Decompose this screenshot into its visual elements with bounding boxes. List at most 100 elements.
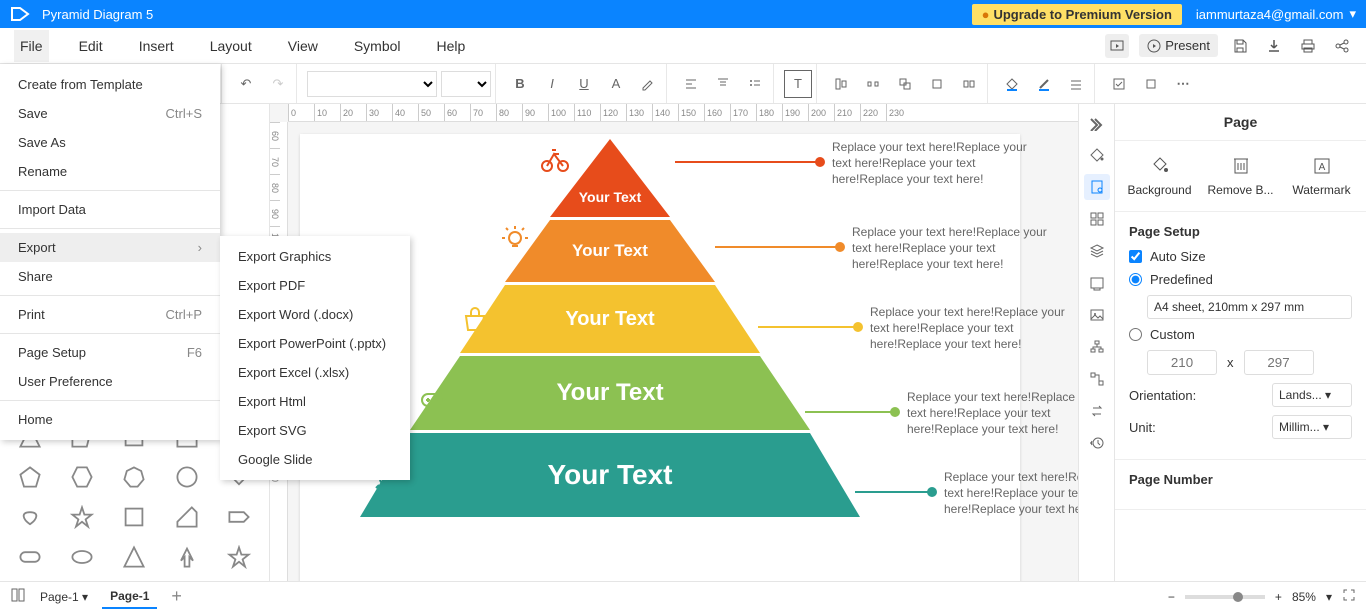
upgrade-button[interactable]: ●Upgrade to Premium Version bbox=[972, 4, 1182, 25]
menu-save-as[interactable]: Save As bbox=[0, 128, 220, 157]
callout-text[interactable]: Replace your text here!Replace your text… bbox=[852, 224, 1062, 273]
pyramid-slice[interactable]: Your Text bbox=[410, 356, 810, 430]
font-family-select[interactable] bbox=[307, 71, 437, 97]
predefined-radio[interactable] bbox=[1129, 273, 1142, 286]
zoom-in-icon[interactable]: + bbox=[1275, 590, 1282, 604]
line-color-icon[interactable] bbox=[1030, 70, 1058, 98]
line-style-icon[interactable] bbox=[1062, 70, 1090, 98]
menu-export[interactable]: Export bbox=[0, 233, 220, 262]
layers-icon[interactable] bbox=[1084, 238, 1110, 264]
menu-layout[interactable]: Layout bbox=[204, 30, 258, 62]
menu-insert[interactable]: Insert bbox=[133, 30, 180, 62]
callout-text[interactable]: Replace your text here!Replace your text… bbox=[944, 469, 1078, 518]
shape-thumb[interactable] bbox=[6, 459, 54, 495]
same-size-icon[interactable] bbox=[955, 70, 983, 98]
pages-icon[interactable] bbox=[10, 587, 26, 606]
download-icon[interactable] bbox=[1262, 34, 1286, 58]
menu-file[interactable]: File bbox=[14, 30, 49, 62]
shape-thumb[interactable] bbox=[58, 499, 106, 535]
shape-thumb[interactable] bbox=[58, 539, 106, 575]
align-objects-icon[interactable] bbox=[827, 70, 855, 98]
remove-bg-action[interactable]: Remove B... bbox=[1205, 155, 1277, 197]
menu-create-template[interactable]: Create from Template bbox=[0, 70, 220, 99]
pyramid-slice[interactable]: Your Text bbox=[505, 220, 715, 282]
export-graphics[interactable]: Export Graphics bbox=[220, 242, 410, 271]
save-icon[interactable] bbox=[1228, 34, 1252, 58]
layer-icon[interactable] bbox=[923, 70, 951, 98]
align-top-icon[interactable] bbox=[709, 70, 737, 98]
callout-text[interactable]: Replace your text here!Replace your text… bbox=[907, 389, 1078, 438]
text-tool-icon[interactable]: T bbox=[784, 70, 812, 98]
add-page-icon[interactable]: + bbox=[171, 586, 182, 607]
shape-thumb[interactable] bbox=[110, 539, 158, 575]
font-size-select[interactable] bbox=[441, 71, 491, 97]
shape-thumb[interactable] bbox=[215, 499, 263, 535]
underline-icon[interactable]: U bbox=[570, 70, 598, 98]
present-button[interactable]: Present bbox=[1139, 34, 1218, 57]
page-select[interactable]: Page-1 ▾ bbox=[40, 590, 88, 604]
slideshow-icon[interactable] bbox=[1105, 34, 1129, 58]
redo-icon[interactable]: ↷ bbox=[264, 70, 292, 98]
shape-thumb[interactable] bbox=[163, 499, 211, 535]
export-svg[interactable]: Export SVG bbox=[220, 416, 410, 445]
callout-text[interactable]: Replace your text here!Replace your text… bbox=[870, 304, 1078, 353]
distribute-icon[interactable] bbox=[859, 70, 887, 98]
pyramid-slice[interactable]: Your Text bbox=[360, 433, 860, 517]
menu-user-pref[interactable]: User Preference bbox=[0, 367, 220, 396]
fit-icon[interactable] bbox=[1084, 270, 1110, 296]
width-input[interactable] bbox=[1147, 350, 1217, 375]
menu-import[interactable]: Import Data bbox=[0, 195, 220, 224]
callout-text[interactable]: Replace your text here!Replace your text… bbox=[832, 139, 1042, 188]
align-left-icon[interactable] bbox=[677, 70, 705, 98]
crop-icon[interactable] bbox=[1137, 70, 1165, 98]
export-pdf[interactable]: Export PDF bbox=[220, 271, 410, 300]
shape-thumb[interactable] bbox=[58, 459, 106, 495]
italic-icon[interactable]: I bbox=[538, 70, 566, 98]
fullscreen-icon[interactable] bbox=[1342, 588, 1356, 605]
zoom-slider[interactable] bbox=[1185, 595, 1265, 599]
connector-icon[interactable] bbox=[1084, 366, 1110, 392]
menu-view[interactable]: View bbox=[282, 30, 324, 62]
pyramid-slice[interactable]: Your Text bbox=[460, 285, 760, 353]
undo-icon[interactable]: ↶ bbox=[232, 70, 260, 98]
menu-edit[interactable]: Edit bbox=[73, 30, 109, 62]
account-menu[interactable]: iammurtaza4@gmail.com▾ bbox=[1196, 6, 1356, 22]
menu-help[interactable]: Help bbox=[431, 30, 472, 62]
export-gslide[interactable]: Google Slide bbox=[220, 445, 410, 474]
menu-symbol[interactable]: Symbol bbox=[348, 30, 407, 62]
shape-thumb[interactable] bbox=[6, 539, 54, 575]
grid-icon[interactable] bbox=[1084, 206, 1110, 232]
unit-select[interactable]: Millim... ▾ bbox=[1272, 415, 1352, 439]
menu-share[interactable]: Share bbox=[0, 262, 220, 291]
shape-thumb[interactable] bbox=[163, 539, 211, 575]
menu-rename[interactable]: Rename bbox=[0, 157, 220, 186]
org-icon[interactable] bbox=[1084, 334, 1110, 360]
font-color-icon[interactable]: A bbox=[602, 70, 630, 98]
export-excel[interactable]: Export Excel (.xlsx) bbox=[220, 358, 410, 387]
shape-thumb[interactable] bbox=[110, 499, 158, 535]
bullets-icon[interactable] bbox=[741, 70, 769, 98]
shape-thumb[interactable] bbox=[110, 459, 158, 495]
page-icon[interactable] bbox=[1084, 174, 1110, 200]
group-icon[interactable] bbox=[891, 70, 919, 98]
swap-icon[interactable] bbox=[1084, 398, 1110, 424]
export-ppt[interactable]: Export PowerPoint (.pptx) bbox=[220, 329, 410, 358]
print-icon[interactable] bbox=[1296, 34, 1320, 58]
image-icon[interactable] bbox=[1084, 302, 1110, 328]
zoom-out-icon[interactable]: − bbox=[1168, 590, 1175, 604]
export-html[interactable]: Export Html bbox=[220, 387, 410, 416]
height-input[interactable] bbox=[1244, 350, 1314, 375]
highlight-icon[interactable] bbox=[634, 70, 662, 98]
autosize-checkbox[interactable] bbox=[1129, 250, 1142, 263]
shape-thumb[interactable] bbox=[163, 459, 211, 495]
custom-radio[interactable] bbox=[1129, 328, 1142, 341]
page-tab[interactable]: Page-1 bbox=[102, 585, 157, 609]
fill-icon[interactable] bbox=[1084, 142, 1110, 168]
watermark-action[interactable]: AWatermark bbox=[1286, 155, 1358, 197]
fill-icon[interactable] bbox=[998, 70, 1026, 98]
background-action[interactable]: Background bbox=[1124, 155, 1196, 197]
predefined-select[interactable]: A4 sheet, 210mm x 297 mm bbox=[1147, 295, 1352, 319]
orientation-select[interactable]: Lands... ▾ bbox=[1272, 383, 1352, 407]
share-icon[interactable] bbox=[1330, 34, 1354, 58]
menu-print[interactable]: PrintCtrl+P bbox=[0, 300, 220, 329]
